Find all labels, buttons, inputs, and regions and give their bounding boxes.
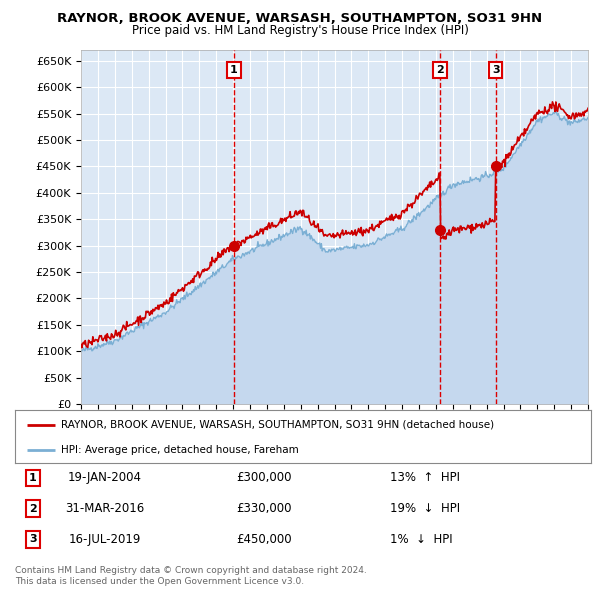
- Text: RAYNOR, BROOK AVENUE, WARSASH, SOUTHAMPTON, SO31 9HN (detached house): RAYNOR, BROOK AVENUE, WARSASH, SOUTHAMPT…: [61, 420, 494, 430]
- Text: 16-JUL-2019: 16-JUL-2019: [69, 533, 141, 546]
- Text: £300,000: £300,000: [236, 471, 292, 484]
- Text: 19-JAN-2004: 19-JAN-2004: [68, 471, 142, 484]
- Text: Price paid vs. HM Land Registry's House Price Index (HPI): Price paid vs. HM Land Registry's House …: [131, 24, 469, 37]
- Text: 3: 3: [492, 65, 500, 76]
- Text: 31-MAR-2016: 31-MAR-2016: [65, 502, 145, 515]
- Text: 19%  ↓  HPI: 19% ↓ HPI: [390, 502, 460, 515]
- Text: 13%  ↑  HPI: 13% ↑ HPI: [390, 471, 460, 484]
- Text: RAYNOR, BROOK AVENUE, WARSASH, SOUTHAMPTON, SO31 9HN: RAYNOR, BROOK AVENUE, WARSASH, SOUTHAMPT…: [58, 12, 542, 25]
- Text: 1: 1: [29, 473, 37, 483]
- Text: £450,000: £450,000: [236, 533, 292, 546]
- Text: 2: 2: [436, 65, 444, 76]
- Text: £330,000: £330,000: [236, 502, 292, 515]
- Text: 2: 2: [29, 504, 37, 513]
- Text: Contains HM Land Registry data © Crown copyright and database right 2024.: Contains HM Land Registry data © Crown c…: [15, 566, 367, 575]
- Text: 1: 1: [230, 65, 238, 76]
- Text: HPI: Average price, detached house, Fareham: HPI: Average price, detached house, Fare…: [61, 445, 299, 455]
- Text: 3: 3: [29, 535, 37, 544]
- Text: This data is licensed under the Open Government Licence v3.0.: This data is licensed under the Open Gov…: [15, 577, 304, 586]
- Text: 1%  ↓  HPI: 1% ↓ HPI: [390, 533, 452, 546]
